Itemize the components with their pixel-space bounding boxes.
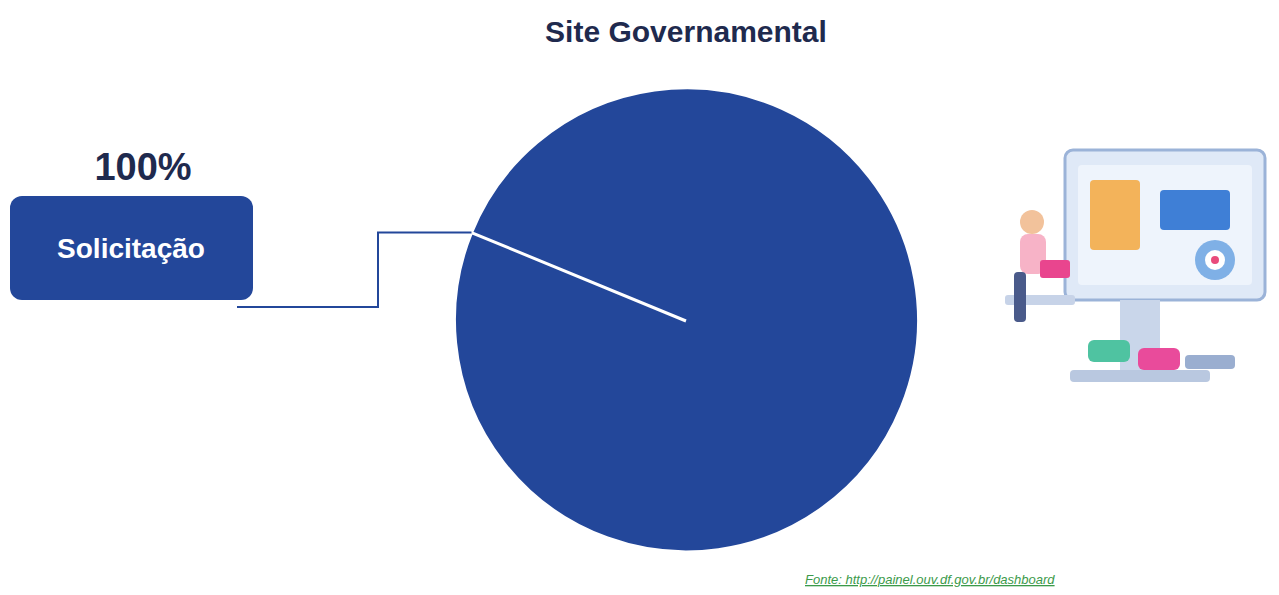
svg-text:Solicitação: Solicitação bbox=[57, 233, 205, 264]
svg-text:Fonte: http://painel.ouv.df.go: Fonte: http://painel.ouv.df.gov.br/dashb… bbox=[805, 572, 1055, 587]
svg-text:100%: 100% bbox=[94, 146, 191, 188]
svg-text:Site Governamental: Site Governamental bbox=[545, 15, 827, 48]
